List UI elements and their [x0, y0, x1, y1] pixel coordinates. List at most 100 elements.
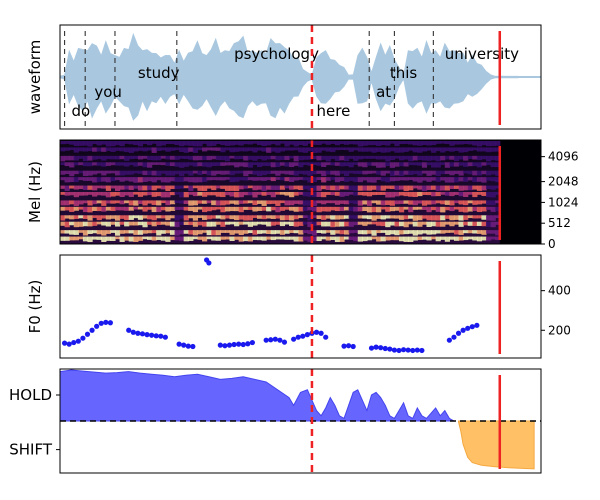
mel-cell — [495, 192, 501, 195]
mel-cell — [357, 221, 363, 225]
mel-cell — [376, 206, 382, 213]
mel-cell — [261, 162, 267, 166]
mel-cell — [344, 141, 350, 145]
mel-cell — [128, 230, 134, 234]
mel-cell — [472, 185, 478, 190]
mel-cell — [206, 215, 212, 220]
mel-cell — [289, 162, 295, 168]
mel-cell — [316, 200, 322, 204]
mel-cell — [316, 236, 322, 242]
mel-cell — [321, 200, 327, 205]
mel-cell — [229, 230, 235, 235]
mel-cell — [266, 155, 272, 160]
mel-cell — [298, 236, 304, 242]
mel-cell — [256, 155, 263, 160]
mel-cell — [421, 192, 428, 195]
mel-cell — [169, 177, 176, 182]
mel-cell — [252, 170, 258, 175]
mel-cell — [344, 147, 350, 151]
mel-cell — [426, 221, 432, 227]
mel-cell — [330, 177, 336, 180]
mel-cell — [105, 200, 111, 204]
mel-cell — [96, 221, 102, 225]
mel-cell — [458, 185, 464, 191]
mel-cell — [380, 221, 386, 227]
mel-cell — [389, 230, 396, 235]
mel-cell — [334, 185, 341, 191]
mel-ytick-label-1024: 1024 — [548, 195, 579, 209]
mel-cell — [366, 155, 373, 159]
mel-cell — [147, 147, 153, 151]
mel-cell — [270, 206, 276, 211]
mel-cell — [449, 200, 455, 206]
mel-cell — [408, 185, 414, 191]
mel-cell — [376, 230, 382, 234]
f0-point — [455, 330, 462, 336]
mel-cell — [476, 192, 483, 195]
mel-cell — [243, 236, 249, 242]
mel-cell — [147, 155, 153, 160]
mel-cell — [426, 185, 432, 190]
mel-cell — [389, 206, 396, 212]
mel-cell — [380, 177, 386, 182]
mel-cell — [92, 162, 98, 166]
mel-cell — [183, 147, 189, 153]
mel-cell — [316, 230, 322, 233]
mel-cell — [311, 155, 318, 160]
mel-cell — [334, 236, 341, 243]
mel-cell — [220, 170, 226, 175]
mel-cell — [92, 155, 98, 160]
mel-cell — [408, 162, 414, 166]
mel-cell — [92, 147, 98, 152]
mel-cell — [211, 200, 217, 206]
mel-cell — [78, 192, 84, 196]
mel-cell — [238, 170, 244, 174]
mel-cell — [188, 192, 194, 195]
word-label-this: this — [390, 64, 418, 82]
mel-cell — [357, 147, 363, 152]
mel-cell — [376, 170, 382, 175]
mel-cell — [325, 185, 331, 191]
f0-point — [98, 320, 104, 326]
mel-cell — [449, 206, 455, 212]
mel-cell — [266, 192, 272, 195]
mel-cell — [156, 147, 162, 151]
f0-point — [61, 340, 68, 346]
mel-cell — [247, 192, 253, 196]
mel-cell — [229, 162, 235, 166]
mel-cell — [366, 141, 373, 146]
mel-cell — [151, 155, 157, 161]
mel-cell — [412, 200, 418, 206]
mel-cell — [270, 200, 276, 204]
mel-cell — [353, 200, 359, 205]
mel-cell — [165, 185, 171, 192]
mel-cell — [339, 155, 345, 161]
mel-cell — [293, 170, 299, 176]
mel-cell — [467, 162, 473, 167]
mel-cell — [206, 141, 212, 147]
mel-cell — [289, 141, 295, 145]
mel-cell — [234, 215, 240, 221]
mel-cell — [247, 236, 253, 242]
mel-cell — [101, 206, 107, 212]
mel-cell — [385, 141, 391, 146]
mel-cell — [330, 206, 336, 211]
mel-cell — [293, 185, 299, 190]
mel-cell — [215, 177, 221, 181]
mel-cell — [188, 221, 194, 226]
word-label-at: at — [376, 83, 391, 101]
mel-cell — [247, 221, 253, 227]
mel-cell — [472, 141, 478, 146]
mel-cell — [307, 192, 313, 197]
mel-cell — [183, 221, 189, 225]
mel-cell — [481, 155, 487, 160]
mel-cell — [408, 230, 414, 234]
mel-cell — [417, 215, 423, 221]
mel-cell — [202, 221, 208, 227]
mel-cell — [188, 177, 194, 183]
mel-cell — [252, 192, 258, 198]
mel-cell — [114, 177, 121, 181]
mel-cell — [87, 215, 93, 221]
mel-cell — [261, 200, 267, 206]
mel-cell — [247, 206, 253, 210]
